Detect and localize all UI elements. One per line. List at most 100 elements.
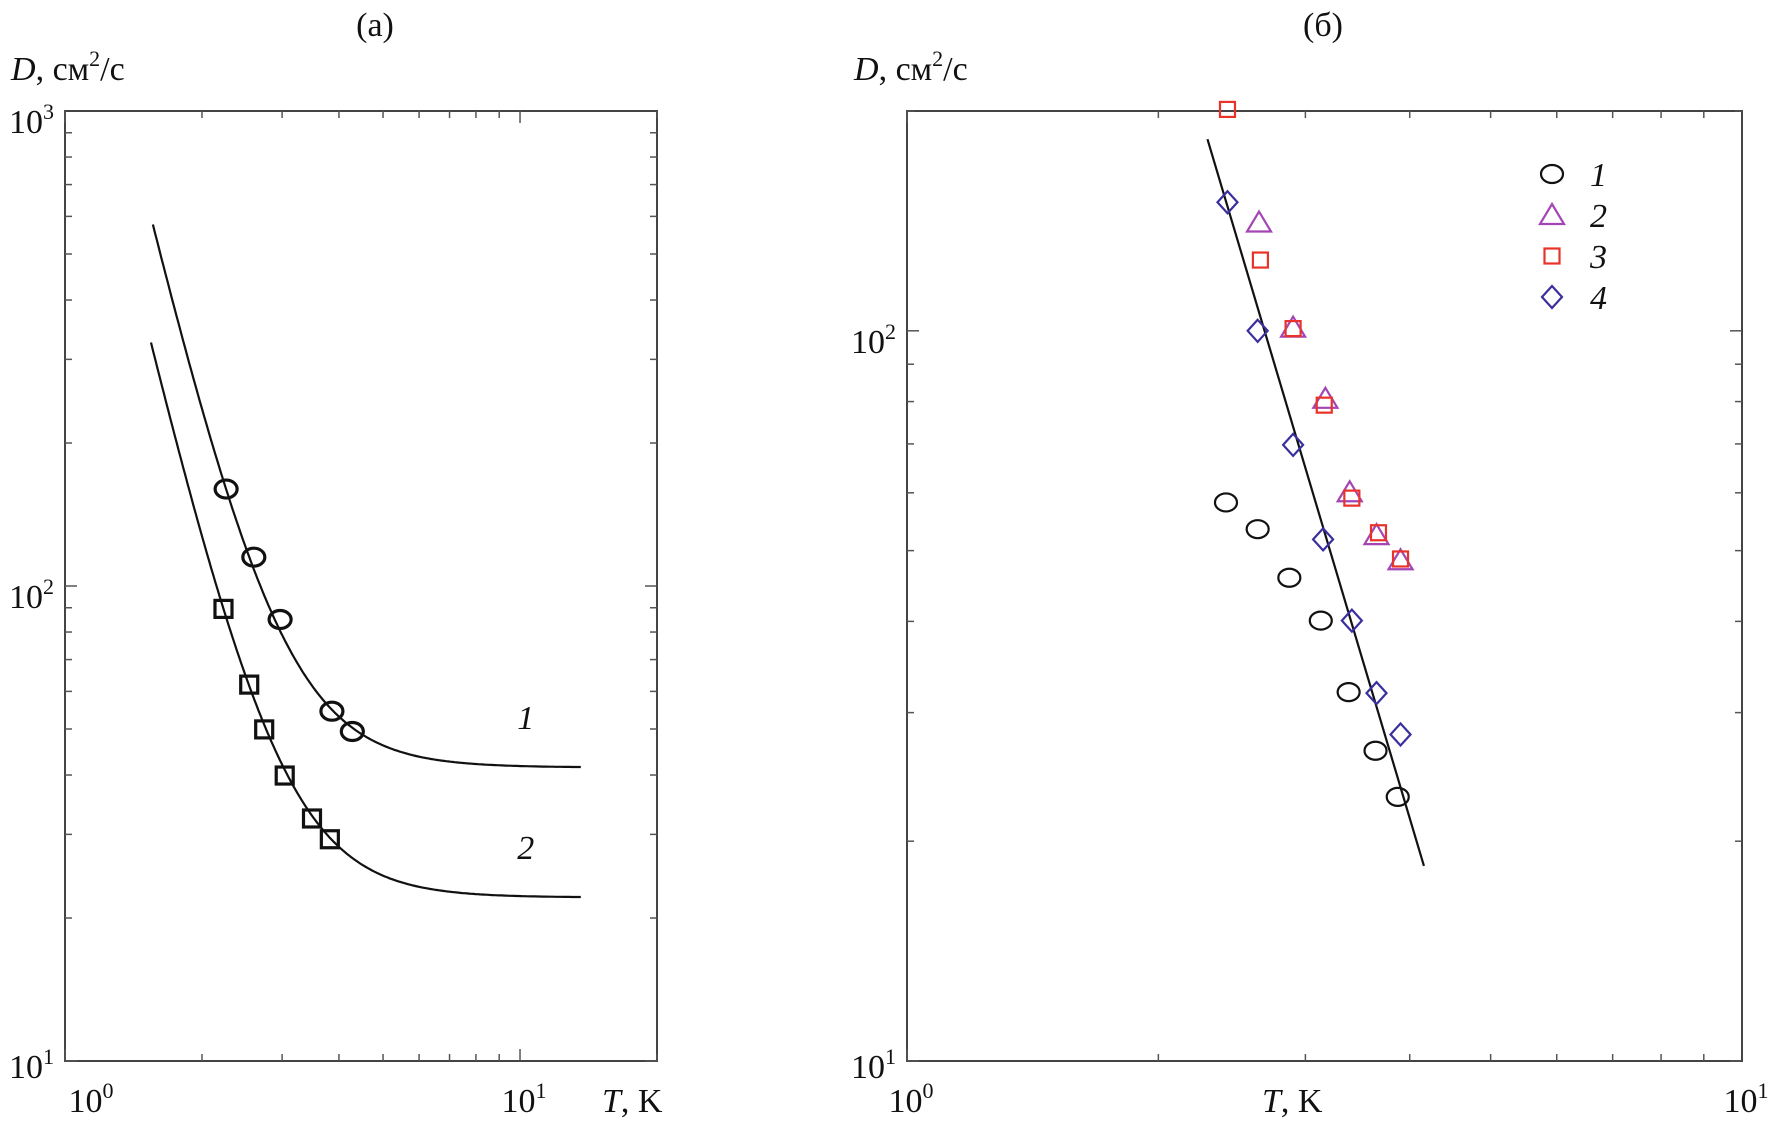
legend-marker-2 bbox=[1538, 201, 1566, 226]
data-point-series-1 bbox=[1363, 740, 1388, 761]
legend-label-text: 4 bbox=[1590, 280, 1607, 317]
x-axis-label: T, K bbox=[1262, 1083, 1323, 1120]
data-point-series-1 bbox=[1336, 682, 1361, 703]
data-point-series-2 bbox=[301, 808, 323, 829]
legend-label-text: 2 bbox=[1590, 198, 1607, 235]
curve-label-text: 2 bbox=[517, 830, 534, 867]
tick-base: 10 bbox=[889, 1083, 923, 1120]
tick-exp: 1 bbox=[1758, 1078, 1769, 1103]
tick-base: 10 bbox=[851, 1049, 885, 1086]
fit-curve-1 bbox=[151, 224, 581, 769]
curve-label-text: 1 bbox=[517, 700, 534, 737]
plot-frame bbox=[64, 110, 658, 1062]
x-tick-label: 100 bbox=[69, 1078, 114, 1120]
x-label-var: T bbox=[1262, 1083, 1283, 1120]
data-point-series-1 bbox=[1245, 519, 1270, 540]
data-point-series-4 bbox=[1281, 432, 1305, 458]
legend-marker-4 bbox=[1540, 284, 1564, 310]
data-point-series-4 bbox=[1389, 721, 1413, 748]
data-point-series-1 bbox=[1213, 492, 1239, 513]
x-tick-label: 101 bbox=[1724, 1078, 1769, 1120]
x-label-var: T bbox=[602, 1083, 623, 1120]
data-point-series-4 bbox=[1246, 318, 1270, 344]
data-point-series-1 bbox=[241, 546, 267, 568]
legend-label-text: 1 bbox=[1590, 157, 1607, 194]
data-point-series-4 bbox=[1365, 680, 1389, 706]
tick-base: 10 bbox=[502, 1083, 536, 1120]
tick-base: 10 bbox=[851, 324, 885, 361]
y-axis-label: D, см2/с bbox=[853, 46, 968, 88]
y-label-var: D bbox=[853, 51, 879, 88]
y-label-tail: /с bbox=[943, 51, 968, 88]
data-point-series-4 bbox=[1311, 526, 1335, 553]
legend-label-text: 3 bbox=[1589, 239, 1607, 276]
fit-curve-2 bbox=[149, 342, 581, 899]
data-point-series-3 bbox=[1343, 489, 1361, 507]
data-point-series-2 bbox=[213, 598, 234, 619]
y-tick-label: 102 bbox=[9, 574, 54, 616]
panel-label-text: (а) bbox=[356, 7, 394, 44]
tick-exp: 0 bbox=[923, 1078, 934, 1103]
tick-base: 10 bbox=[9, 104, 43, 141]
data-point-series-1 bbox=[1385, 786, 1410, 807]
data-point-series-3 bbox=[1369, 524, 1388, 542]
legend-label: 3 bbox=[1589, 239, 1607, 276]
y-tick-label: 102 bbox=[851, 319, 896, 361]
data-point-series-2 bbox=[274, 765, 295, 786]
y-label-unit: , см bbox=[879, 51, 933, 88]
fit-line bbox=[1206, 138, 1425, 867]
x-tick-label: 100 bbox=[889, 1078, 934, 1120]
curve-label: 1 bbox=[517, 700, 534, 737]
y-label-tail: /с bbox=[100, 51, 125, 88]
data-point-series-3 bbox=[1391, 550, 1410, 568]
data-point-series-1 bbox=[319, 700, 345, 722]
tick-base: 10 bbox=[69, 1083, 103, 1120]
data-point-series-3 bbox=[1218, 100, 1237, 119]
panel-label: (б) bbox=[1303, 7, 1343, 44]
data-point-series-2 bbox=[254, 719, 275, 740]
data-point-series-3 bbox=[1284, 319, 1302, 338]
data-point-series-2 bbox=[1386, 547, 1415, 571]
tick-base: 10 bbox=[9, 579, 43, 616]
tick-exp: 0 bbox=[103, 1078, 114, 1103]
tick-exp: 3 bbox=[43, 99, 54, 124]
tick-base: 10 bbox=[1724, 1083, 1758, 1120]
panel-label-text: (б) bbox=[1303, 7, 1343, 44]
legend: 1 2 3 4 bbox=[1589, 157, 1607, 317]
legend-label: 1 bbox=[1590, 157, 1607, 194]
legend-marker-3 bbox=[1543, 247, 1561, 265]
tick-exp: 1 bbox=[536, 1078, 547, 1103]
plot-frame bbox=[906, 110, 1743, 1062]
x-label-unit: , K bbox=[621, 1083, 663, 1120]
legend-label: 2 bbox=[1590, 198, 1607, 235]
panel-label: (а) bbox=[356, 7, 394, 44]
data-point-series-1 bbox=[213, 478, 239, 500]
y-tick-label: 101 bbox=[9, 1044, 54, 1086]
legend-marker-1 bbox=[1539, 163, 1565, 185]
tick-exp: 2 bbox=[885, 319, 896, 344]
tick-exp: 1 bbox=[885, 1044, 896, 1069]
data-point-series-1 bbox=[267, 608, 293, 631]
data-point-series-1 bbox=[339, 720, 365, 743]
x-label-unit: , K bbox=[1281, 1083, 1323, 1120]
data-point-series-3 bbox=[1251, 251, 1270, 269]
data-point-series-4 bbox=[1215, 189, 1239, 215]
tick-base: 10 bbox=[9, 1049, 43, 1086]
data-point-series-2 bbox=[239, 674, 260, 695]
curve-label: 2 bbox=[517, 830, 534, 867]
y-tick-label: 101 bbox=[851, 1044, 896, 1086]
data-point-series-1 bbox=[1308, 610, 1333, 631]
data-point-series-3 bbox=[1315, 396, 1333, 414]
y-label-exp: 2 bbox=[89, 46, 100, 71]
data-point-series-1 bbox=[1277, 567, 1302, 588]
y-tick-label: 103 bbox=[9, 99, 54, 141]
data-point-series-2 bbox=[1245, 209, 1273, 233]
y-label-exp: 2 bbox=[932, 46, 943, 71]
legend-label: 4 bbox=[1590, 280, 1607, 317]
data-point-series-2 bbox=[319, 829, 340, 850]
y-axis-label: D, см2/с bbox=[10, 46, 125, 88]
y-label-unit: , см bbox=[36, 51, 90, 88]
